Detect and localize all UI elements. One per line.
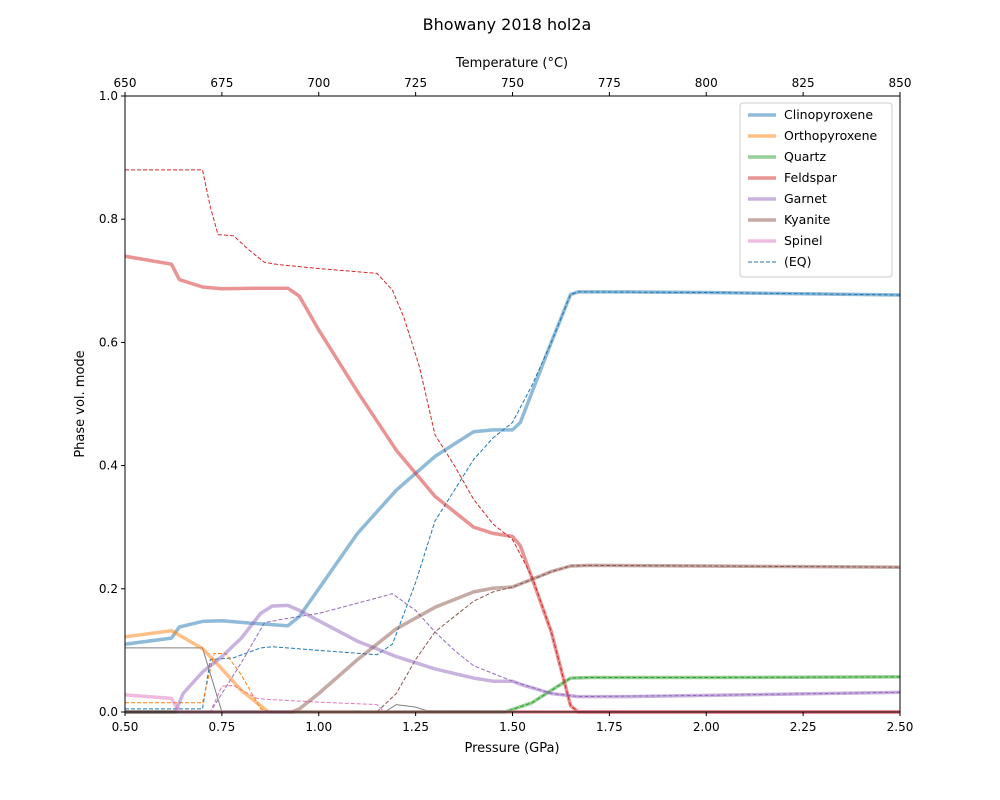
- x-tick-label: 0.50: [112, 720, 139, 734]
- series-line-3: [124, 254, 900, 714]
- legend-label: Kyanite: [784, 212, 831, 227]
- y-tick-label: 0.0: [99, 705, 118, 719]
- chart-title: Bhowany 2018 hol2a: [423, 15, 592, 34]
- x2-tick-label: 675: [210, 76, 233, 90]
- eq-line-1: [125, 653, 900, 713]
- legend-label: Clinopyroxene: [784, 107, 873, 122]
- x2-tick-label: 700: [307, 76, 330, 90]
- x-tick-label: 1.75: [596, 720, 623, 734]
- x-tick-label: 1.50: [499, 720, 526, 734]
- x2-tick-label: 650: [114, 76, 137, 90]
- y-tick-label: 0.2: [99, 582, 118, 596]
- x-tick-label: 1.00: [305, 720, 332, 734]
- x-axis-label: Pressure (GPa): [464, 741, 559, 756]
- axes-layer: 0.50 0.75 1.00 1.25 1.50 1.75 2.00 2.25 2.50 650 6…: [99, 76, 913, 734]
- eq-line-0: [125, 291, 901, 710]
- y-tick-label: 0.8: [99, 212, 118, 226]
- legend-box: [739, 102, 893, 278]
- y-axis-label: Phase vol. mode: [73, 350, 88, 457]
- legend-label-eq: (EQ): [784, 254, 812, 269]
- series-line-4: [125, 603, 901, 714]
- legend-label: Quartz: [784, 149, 826, 164]
- x2-tick-label: 850: [889, 76, 912, 90]
- top-axis-label: Temperature (°C): [455, 56, 568, 71]
- y-tick-label: 0.4: [99, 459, 118, 473]
- legend-label: Spinel: [784, 233, 822, 248]
- x-tick-label: 1.25: [402, 720, 429, 734]
- x2-tick-label: 800: [695, 76, 718, 90]
- eq-line-6: [125, 684, 900, 713]
- series-line-5: [125, 563, 901, 714]
- legend-label: Garnet: [784, 191, 827, 206]
- y-tick-label: 0.6: [99, 335, 118, 349]
- x2-tick-label: 825: [792, 76, 815, 90]
- x2-tick-label: 775: [598, 76, 621, 90]
- x-tick-label: 2.00: [693, 720, 720, 734]
- legend-label: Feldspar: [784, 170, 838, 185]
- legend-label: Orthopyroxene: [784, 128, 878, 143]
- y-tick-label: 1.0: [99, 89, 118, 103]
- x2-tick-label: 750: [501, 76, 524, 90]
- x-tick-label: 0.75: [209, 720, 236, 734]
- x-tick-label: 2.50: [887, 720, 914, 734]
- solid-lines-layer: [124, 254, 901, 714]
- x2-tick-label: 725: [404, 76, 427, 90]
- eq-line-7: [125, 647, 901, 713]
- legend: Clinopyroxene Orthopyroxene Quartz Feldspar…: [739, 102, 893, 278]
- x-tick-label: 2.25: [790, 720, 817, 734]
